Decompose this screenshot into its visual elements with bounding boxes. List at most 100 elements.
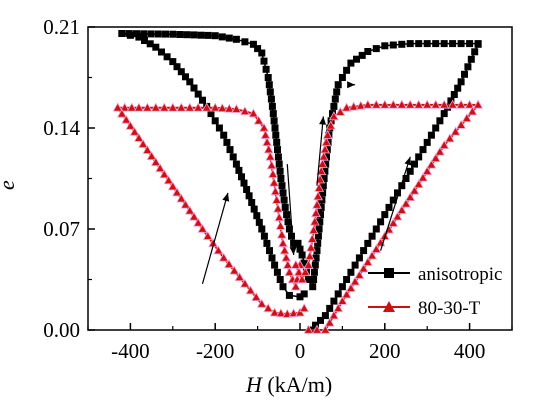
data-point-square: [331, 95, 339, 103]
data-point-square: [440, 40, 448, 48]
data-point-square: [474, 40, 482, 48]
data-point-triangle: [426, 159, 437, 169]
data-point-triangle: [348, 101, 359, 111]
data-point-square: [274, 146, 281, 154]
data-point-square: [279, 283, 287, 291]
y-tick-label: 0.07: [43, 217, 80, 241]
data-point-square: [215, 124, 223, 132]
data-point-square: [457, 78, 465, 86]
direction-arrow-head: [404, 156, 412, 166]
data-point-square: [372, 225, 380, 233]
data-point-triangle: [197, 223, 208, 233]
data-point-square: [276, 167, 284, 175]
data-point-triangle: [284, 266, 295, 277]
data-point-square: [281, 203, 289, 211]
data-point-triangle: [189, 211, 199, 221]
data-point-square: [271, 124, 279, 132]
data-point-triangle: [193, 217, 204, 227]
y-tick-label: 0.21: [43, 15, 80, 39]
data-point-triangle: [324, 317, 335, 327]
direction-arrow-shaft: [201, 192, 229, 284]
data-point-triangle: [121, 114, 132, 124]
data-point-triangle: [320, 144, 330, 154]
data-point-triangle: [142, 144, 153, 154]
data-point-square: [454, 84, 462, 92]
data-point-square: [268, 102, 276, 110]
data-point-square: [312, 321, 319, 329]
data-point-square: [273, 268, 281, 276]
data-point-triangle: [276, 229, 287, 239]
data-point-square: [211, 117, 219, 125]
data-point-triangle: [290, 281, 301, 291]
data-point-square: [381, 211, 389, 219]
data-point-triangle: [444, 133, 455, 143]
data-point-square: [235, 166, 243, 174]
data-point-square: [277, 175, 285, 182]
data-point-triangle: [231, 103, 242, 113]
data-point-triangle: [320, 324, 331, 334]
data-point-square: [436, 117, 444, 125]
data-point-square: [298, 251, 306, 259]
data-point-square: [381, 42, 389, 50]
y-tick-label: 0.00: [43, 318, 80, 342]
x-tick-label: -200: [196, 339, 235, 363]
data-point-square: [294, 239, 302, 247]
data-point-triangle: [172, 187, 182, 197]
data-point-square: [240, 179, 248, 187]
data-point-triangle: [321, 137, 332, 147]
data-point-triangle: [456, 119, 467, 129]
data-point-square: [423, 138, 431, 146]
data-point-triangle: [306, 242, 316, 252]
data-point-square: [316, 218, 324, 226]
data-point-triangle: [371, 243, 382, 253]
data-point-square: [423, 40, 431, 48]
data-point-square: [190, 31, 198, 39]
data-point-square: [389, 196, 397, 204]
data-point-square: [317, 316, 324, 324]
data-point-square: [343, 66, 351, 74]
data-point-triangle: [266, 160, 277, 170]
x-tick-label: -400: [111, 339, 150, 363]
data-point-square: [315, 225, 323, 233]
data-point-triangle: [303, 259, 314, 269]
data-point-square: [249, 40, 257, 48]
data-point-triangle: [119, 102, 130, 112]
data-point-square: [125, 30, 133, 38]
data-point-triangle: [142, 102, 153, 112]
data-point-square: [347, 268, 355, 276]
data-point-square: [319, 189, 327, 197]
data-point-square: [270, 117, 278, 125]
data-point-triangle: [126, 102, 137, 112]
data-point-square: [398, 40, 406, 48]
data-point-triangle: [278, 238, 288, 248]
data-point-square: [300, 290, 308, 298]
data-point-square: [268, 254, 276, 262]
data-point-triangle: [202, 230, 213, 240]
data-point-square: [197, 31, 205, 39]
data-point-triangle: [256, 298, 267, 308]
annotation-arrows: [201, 81, 412, 284]
data-point-square: [300, 259, 308, 267]
data-point-triangle: [303, 324, 314, 334]
data-point-triangle: [464, 99, 475, 109]
x-axis-unit: (kA/m): [262, 372, 332, 397]
data-point-triangle: [413, 99, 424, 109]
data-point-square: [207, 110, 215, 118]
data-point-square: [461, 70, 468, 78]
data-point-square: [158, 48, 165, 56]
data-point-square: [327, 117, 335, 125]
data-point-square: [467, 55, 475, 63]
data-point-square: [372, 45, 380, 53]
legend-label-anisotropic: anisotropic: [418, 264, 502, 285]
data-point-triangle: [341, 102, 352, 112]
data-point-triangle: [267, 168, 278, 178]
data-point-triangle: [155, 163, 166, 173]
data-point-square: [385, 203, 393, 211]
data-point-triangle: [310, 208, 321, 218]
data-point-triangle: [282, 259, 293, 269]
data-point-triangle: [413, 178, 424, 189]
data-point-triangle: [388, 99, 399, 109]
data-point-triangle: [253, 115, 264, 125]
data-point-square: [220, 131, 228, 139]
data-point-triangle: [367, 250, 378, 260]
